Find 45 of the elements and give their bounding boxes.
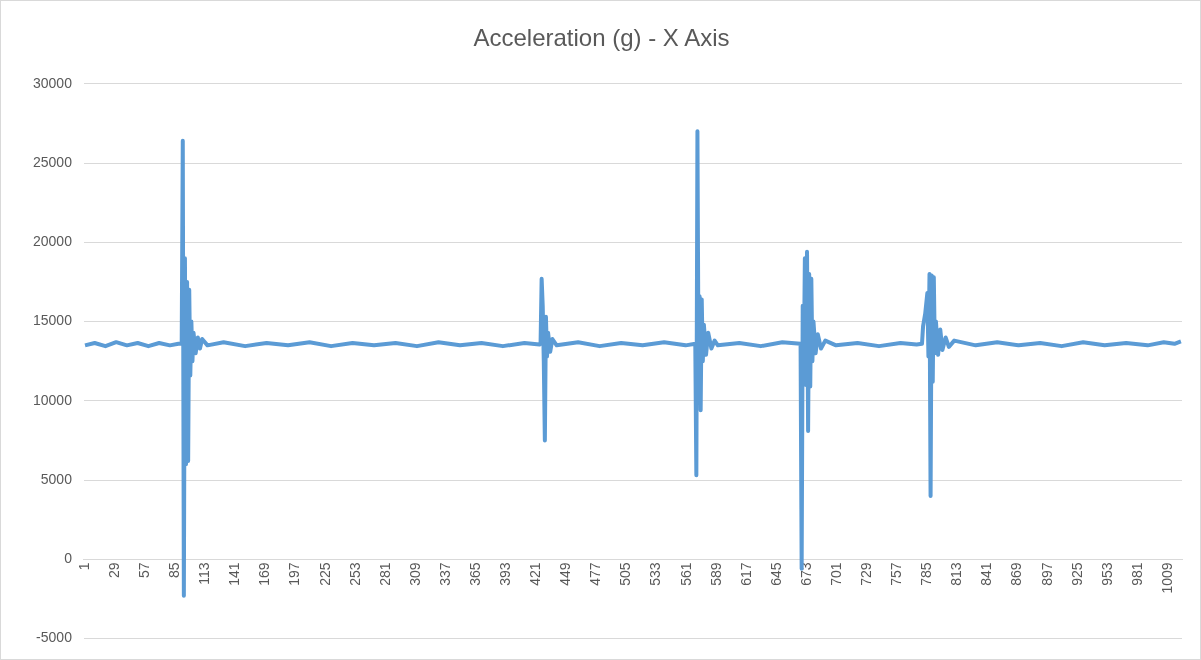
x-tick-label: 505 <box>617 562 634 586</box>
x-tick-label: 953 <box>1098 562 1115 586</box>
y-tick-label: 25000 <box>32 153 73 170</box>
x-tick-label: 365 <box>466 562 483 586</box>
x-tick-label: 561 <box>677 562 694 586</box>
x-tick-label: 897 <box>1038 562 1055 586</box>
x-tick-label: 1009 <box>1158 562 1175 594</box>
x-tick-label: 757 <box>888 562 905 586</box>
y-tick-label: 10000 <box>32 391 73 408</box>
x-tick-label: 981 <box>1128 562 1145 586</box>
y-tick-label: 0 <box>64 550 73 567</box>
x-tick-label: 813 <box>948 562 965 586</box>
x-tick-label: 225 <box>316 562 333 586</box>
x-tick-label: 281 <box>376 562 393 586</box>
x-tick-label: 113 <box>196 562 213 585</box>
x-tick-label: 701 <box>827 562 844 586</box>
x-tick-label: 617 <box>737 562 754 586</box>
x-tick-label: 477 <box>587 562 604 586</box>
x-tick-label: 533 <box>647 562 664 586</box>
chart-title: Acceleration (g) - X Axis <box>473 24 730 52</box>
x-tick-label: 141 <box>226 562 243 586</box>
y-tick-label: 30000 <box>32 74 73 91</box>
x-tick-label: 1 <box>75 562 92 571</box>
y-tick-label: -5000 <box>36 629 73 646</box>
x-tick-label: 309 <box>406 562 423 586</box>
x-tick-label: 869 <box>1008 562 1025 586</box>
x-tick-label: 449 <box>557 562 574 586</box>
x-tick-label: 337 <box>436 562 453 586</box>
y-tick-label: 20000 <box>32 233 73 250</box>
x-tick-label: 645 <box>767 562 784 586</box>
x-tick-label: 169 <box>256 562 273 586</box>
x-tick-label: 729 <box>858 562 875 586</box>
x-tick-label: 29 <box>105 562 122 578</box>
x-tick-label: 253 <box>346 562 363 586</box>
x-tick-label: 925 <box>1068 562 1085 586</box>
x-tick-label: 589 <box>707 562 724 586</box>
x-tick-label: 421 <box>527 562 544 586</box>
x-tick-label: 393 <box>497 562 514 586</box>
x-tick-label: 197 <box>286 562 303 586</box>
x-tick-label: 785 <box>918 562 935 586</box>
y-tick-label: 5000 <box>40 470 73 487</box>
x-tick-label: 841 <box>978 562 995 586</box>
y-tick-label: 15000 <box>32 312 73 329</box>
x-tick-label: 57 <box>136 562 153 578</box>
x-tick-label: 85 <box>166 562 183 578</box>
